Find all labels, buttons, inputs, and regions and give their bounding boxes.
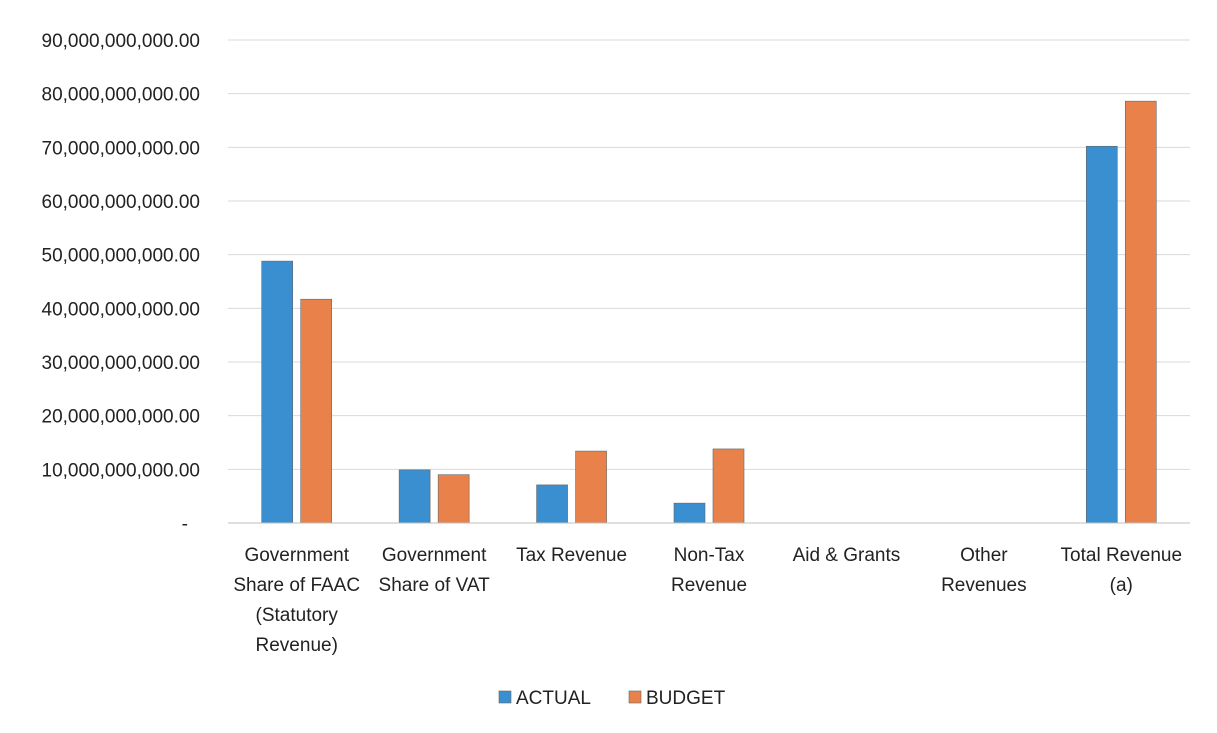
category-label-line: Government bbox=[244, 545, 349, 566]
y-tick-label: 10,000,000,000.00 bbox=[42, 460, 201, 481]
bar-actual-2 bbox=[536, 484, 568, 524]
y-tick-label: 30,000,000,000.00 bbox=[42, 353, 201, 374]
category-label-line: Tax Revenue bbox=[516, 545, 627, 566]
category-label: Non-Tax Revenue bbox=[671, 545, 747, 596]
category-labels: Government Share of FAAC (Statutory Revenue… bbox=[233, 545, 1182, 656]
category-label: Government Share of VAT bbox=[379, 545, 491, 596]
bar-actual-6 bbox=[1085, 145, 1118, 524]
y-tick-label: 20,000,000,000.00 bbox=[42, 407, 201, 428]
bar-budget-3 bbox=[712, 448, 745, 524]
y-tick-label: 90,000,000,000.00 bbox=[42, 31, 201, 52]
gridlines bbox=[228, 39, 1190, 470]
category-label-line: Total Revenue bbox=[1061, 545, 1182, 566]
bar-budget-1 bbox=[437, 474, 470, 524]
legend-item-budget: BUDGET bbox=[628, 688, 726, 709]
legend-swatch bbox=[628, 690, 642, 704]
y-tick-label: 70,000,000,000.00 bbox=[42, 138, 201, 159]
y-tick-label: 80,000,000,000.00 bbox=[42, 85, 201, 106]
bar-actual-0 bbox=[261, 260, 294, 524]
category-label-line: Revenues bbox=[941, 575, 1027, 596]
category-label-line: Other bbox=[960, 545, 1008, 566]
bars bbox=[261, 100, 1157, 524]
y-tick-label: 40,000,000,000.00 bbox=[42, 299, 201, 320]
y-axis-tick-labels: - 10,000,000,000.00 20,000,000,000.00 30,00… bbox=[42, 31, 201, 535]
y-tick-label: - bbox=[182, 514, 188, 535]
legend-label: ACTUAL bbox=[516, 688, 591, 709]
legend-label: BUDGET bbox=[646, 688, 726, 709]
y-tick-label: 60,000,000,000.00 bbox=[42, 192, 201, 213]
category-label-line: Government bbox=[382, 545, 487, 566]
bar-budget-6 bbox=[1124, 100, 1157, 524]
bar-budget-0 bbox=[300, 298, 333, 524]
category-label-line: Share of VAT bbox=[379, 575, 491, 596]
category-label-line: Aid & Grants bbox=[793, 545, 901, 566]
bar-budget-2 bbox=[575, 450, 607, 524]
category-label-line: Revenue) bbox=[256, 635, 338, 656]
legend: ACTUAL BUDGET bbox=[498, 688, 726, 709]
bar-actual-1 bbox=[398, 469, 431, 524]
legend-swatch bbox=[498, 690, 512, 704]
category-label-line: Revenue bbox=[671, 575, 747, 596]
bar-actual-3 bbox=[673, 502, 706, 524]
category-label: Total Revenue (a) bbox=[1061, 545, 1182, 596]
category-label-line: (a) bbox=[1110, 575, 1133, 596]
category-label: Other Revenues bbox=[941, 545, 1027, 596]
category-label-line: Share of FAAC bbox=[233, 575, 360, 596]
category-label: Aid & Grants bbox=[793, 545, 901, 566]
category-label-line: (Statutory bbox=[256, 605, 339, 626]
category-label-line: Non-Tax bbox=[674, 545, 745, 566]
y-tick-label: 50,000,000,000.00 bbox=[42, 246, 201, 267]
category-label: Government Share of FAAC (Statutory Revenue… bbox=[233, 545, 360, 656]
category-label: Tax Revenue bbox=[516, 545, 627, 566]
legend-item-actual: ACTUAL bbox=[498, 688, 591, 709]
